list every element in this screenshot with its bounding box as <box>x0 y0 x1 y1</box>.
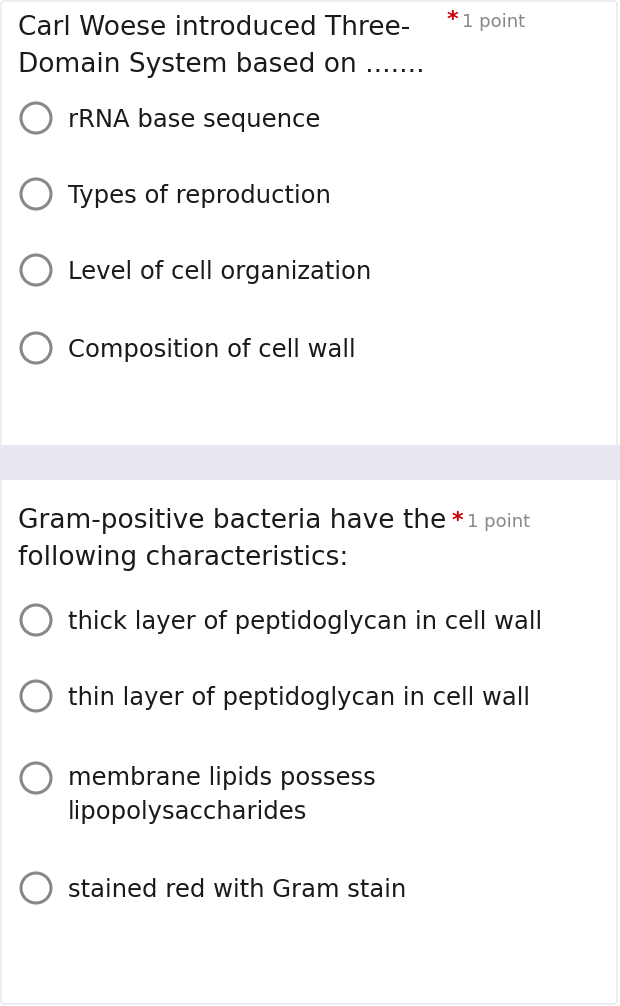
Text: Composition of cell wall: Composition of cell wall <box>68 338 356 362</box>
Text: Carl Woese introduced Three-: Carl Woese introduced Three- <box>18 15 410 41</box>
Text: 1 point: 1 point <box>467 513 530 531</box>
Text: Level of cell organization: Level of cell organization <box>68 260 371 284</box>
FancyBboxPatch shape <box>1 478 617 1004</box>
Text: thin layer of peptidoglycan in cell wall: thin layer of peptidoglycan in cell wall <box>68 686 530 710</box>
Bar <box>0 445 620 480</box>
Text: Domain System based on .......: Domain System based on ....... <box>18 52 425 78</box>
Text: 1 point: 1 point <box>462 13 525 31</box>
Text: Gram-positive bacteria have the: Gram-positive bacteria have the <box>18 508 446 534</box>
FancyBboxPatch shape <box>1 1 617 449</box>
Text: *: * <box>447 10 459 30</box>
Text: membrane lipids possess: membrane lipids possess <box>68 766 376 790</box>
Text: following characteristics:: following characteristics: <box>18 545 348 571</box>
Text: thick layer of peptidoglycan in cell wall: thick layer of peptidoglycan in cell wal… <box>68 610 542 634</box>
Text: rRNA base sequence: rRNA base sequence <box>68 108 321 132</box>
Text: stained red with Gram stain: stained red with Gram stain <box>68 878 406 902</box>
Text: Types of reproduction: Types of reproduction <box>68 184 331 208</box>
Text: *: * <box>452 511 464 531</box>
Text: lipopolysaccharides: lipopolysaccharides <box>68 800 308 824</box>
